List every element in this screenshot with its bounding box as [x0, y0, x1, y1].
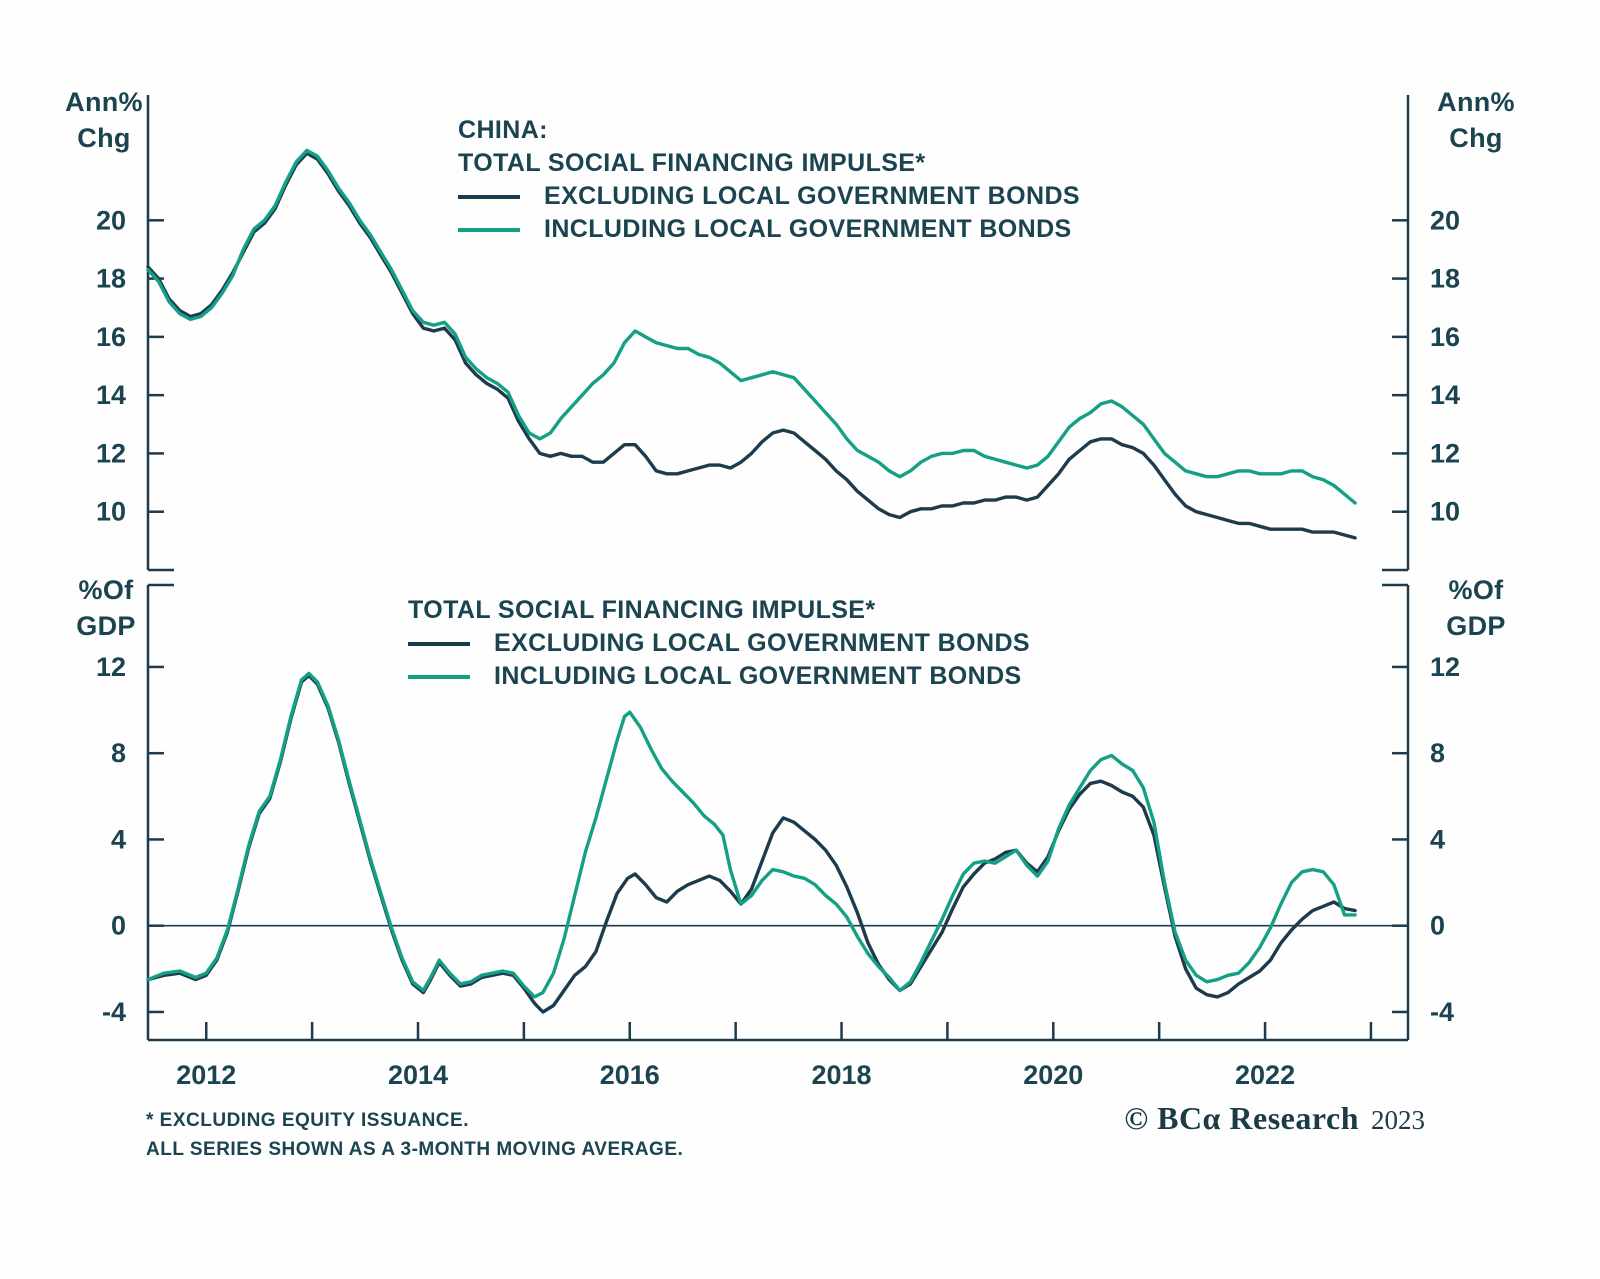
x-tick-label: 2014: [388, 1060, 448, 1090]
x-tick-label: 2020: [1023, 1060, 1083, 1090]
x-tick-label: 2016: [600, 1060, 660, 1090]
y-tick-label-left: 8: [111, 738, 126, 768]
y-tick-label-right: 0: [1430, 911, 1445, 941]
y-tick-label-right: 10: [1430, 497, 1460, 527]
legend-swatch-excluding: [458, 194, 520, 199]
legend-bottom-panel: TOTAL SOCIAL FINANCING IMPULSE* EXCLUDIN…: [408, 594, 1030, 693]
y-tick-label-right: 14: [1430, 380, 1460, 410]
y-axis-label-line: Chg: [1449, 123, 1503, 153]
y-axis-label-line: Ann%: [1437, 87, 1515, 117]
legend-entry-excluding: EXCLUDING LOCAL GOVERNMENT BONDS: [408, 627, 1030, 660]
y-axis-label-bottom-right: %Of GDP: [1428, 572, 1524, 644]
y-axis-label-top-left: Ann% Chg: [56, 84, 152, 156]
legend-top-panel: CHINA: TOTAL SOCIAL FINANCING IMPULSE* E…: [458, 114, 1080, 246]
chart-title: CHINA:: [458, 116, 548, 144]
legend-swatch-including: [408, 674, 470, 679]
footnote-line-2: ALL SERIES SHOWN AS A 3-MONTH MOVING AVE…: [146, 1139, 684, 1160]
x-tick-label: 2012: [176, 1060, 236, 1090]
y-tick-label-left: 12: [96, 438, 126, 468]
y-tick-label-left: -4: [102, 997, 126, 1027]
legend-entry-excluding: EXCLUDING LOCAL GOVERNMENT BONDS: [458, 180, 1080, 213]
y-axis-label-line: GDP: [76, 611, 136, 641]
y-tick-label-left: 10: [96, 497, 126, 527]
footnote-line-1: * EXCLUDING EQUITY ISSUANCE.: [146, 1110, 469, 1131]
footnotes: * EXCLUDING EQUITY ISSUANCE. ALL SERIES …: [146, 1106, 683, 1164]
legend-label-excluding: EXCLUDING LOCAL GOVERNMENT BONDS: [494, 629, 1030, 657]
y-tick-label-right: 16: [1430, 322, 1460, 352]
y-axis-label-line: %Of: [1448, 575, 1504, 605]
y-tick-label-left: 12: [96, 652, 126, 682]
x-tick-label: 2022: [1235, 1060, 1295, 1090]
legend-label-including: INCLUDING LOCAL GOVERNMENT BONDS: [544, 215, 1072, 243]
legend-entry-including: INCLUDING LOCAL GOVERNMENT BONDS: [408, 660, 1030, 693]
y-tick-label-left: 18: [96, 264, 126, 294]
y-axis-label-bottom-left: %Of GDP: [58, 572, 154, 644]
y-tick-label-right: 18: [1430, 264, 1460, 294]
copyright-brand: © BCα Research: [1124, 1100, 1359, 1136]
series-line-including-lgb: [146, 148, 1357, 505]
y-tick-label-right: 12: [1430, 652, 1460, 682]
y-tick-label-right: -4: [1430, 997, 1454, 1027]
chart-title-bottom: TOTAL SOCIAL FINANCING IMPULSE*: [408, 596, 876, 624]
legend-swatch-excluding: [408, 641, 470, 646]
y-axis-label-line: GDP: [1446, 611, 1506, 641]
y-tick-label-left: 0: [111, 911, 126, 941]
legend-label-excluding: EXCLUDING LOCAL GOVERNMENT BONDS: [544, 182, 1080, 210]
legend-label-including: INCLUDING LOCAL GOVERNMENT BONDS: [494, 662, 1022, 690]
y-tick-label-left: 14: [96, 380, 126, 410]
copyright-year: 2023: [1371, 1105, 1425, 1135]
y-axis-label-line: Ann%: [65, 87, 143, 117]
y-tick-label-left: 16: [96, 322, 126, 352]
y-axis-label-line: Chg: [77, 123, 131, 153]
copyright: © BCα Research 2023: [1124, 1100, 1425, 1137]
legend-entry-including: INCLUDING LOCAL GOVERNMENT BONDS: [458, 213, 1080, 246]
legend-swatch-including: [458, 227, 520, 232]
series-line-including-lgb: [146, 671, 1357, 999]
series-line-excluding-lgb: [146, 673, 1357, 1014]
y-tick-label-left: 4: [111, 824, 126, 854]
y-tick-label-left: 20: [96, 205, 126, 235]
y-tick-label-right: 8: [1430, 738, 1445, 768]
y-axis-label-line: %Of: [78, 575, 134, 605]
chart-subtitle: TOTAL SOCIAL FINANCING IMPULSE*: [458, 149, 926, 177]
x-tick-label: 2018: [811, 1060, 871, 1090]
y-tick-label-right: 20: [1430, 205, 1460, 235]
y-tick-label-right: 4: [1430, 824, 1445, 854]
y-axis-label-top-right: Ann% Chg: [1428, 84, 1524, 156]
y-tick-label-right: 12: [1430, 438, 1460, 468]
